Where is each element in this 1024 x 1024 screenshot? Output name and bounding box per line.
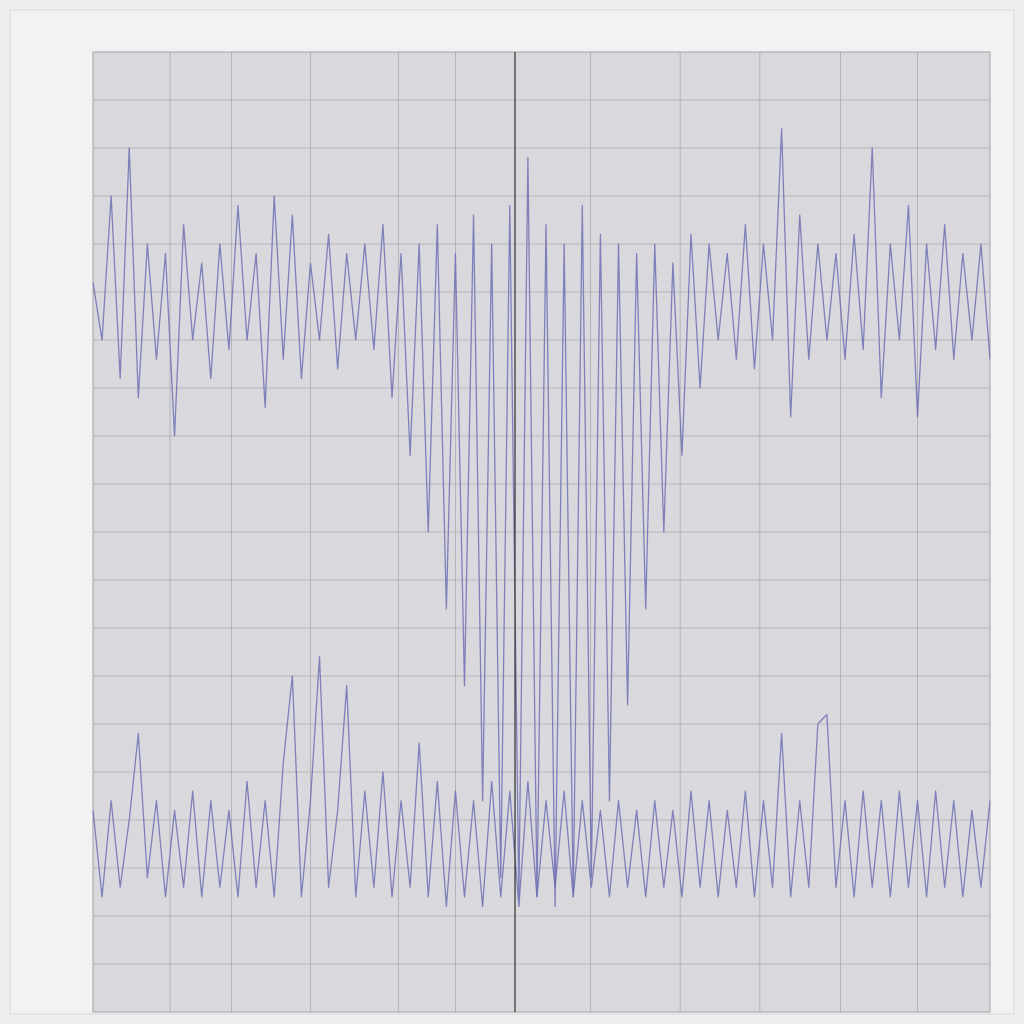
grid xyxy=(92,51,991,1013)
trace xyxy=(92,128,991,908)
traces xyxy=(92,128,991,908)
trace xyxy=(92,656,991,908)
